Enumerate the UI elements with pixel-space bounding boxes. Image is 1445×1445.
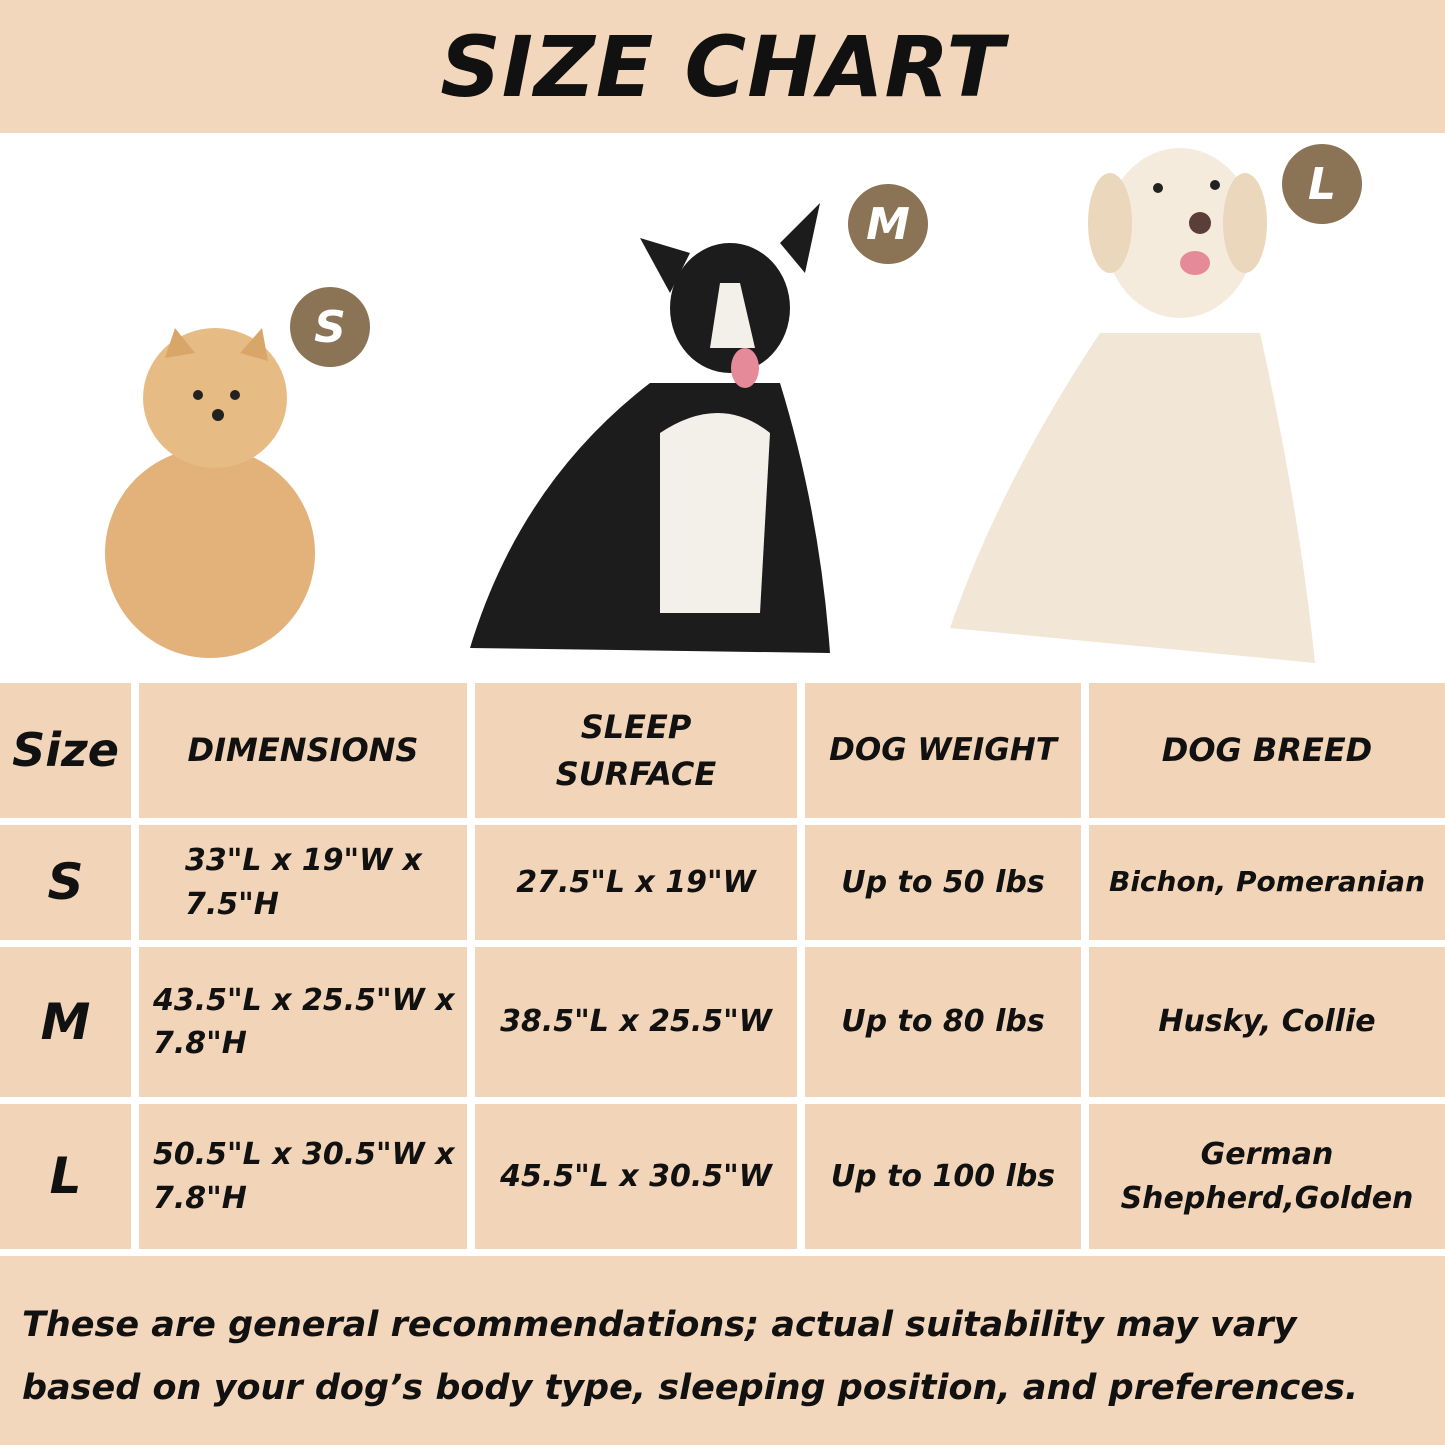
row-l-dimensions: 50.5"L x 30.5"W x 7.8"H — [139, 1104, 467, 1249]
header-sleep-surface: SLEEP SURFACE — [475, 683, 797, 818]
size-badge-s: S — [290, 287, 370, 367]
row-s-sleep-surface: 27.5"L x 19"W — [475, 825, 797, 940]
row-s-breed: Bichon, Pomeranian — [1089, 825, 1445, 940]
row-l-breed: German Shepherd,Golden — [1089, 1104, 1445, 1249]
row-l-sleep-surface: 45.5"L x 30.5"W — [475, 1104, 797, 1249]
page-title: SIZE CHART — [440, 17, 1005, 116]
row-m-breed: Husky, Collie — [1089, 947, 1445, 1097]
row-m-weight: Up to 80 lbs — [805, 947, 1081, 1097]
pomeranian-image — [105, 328, 315, 658]
row-s-dimensions: 33"L x 19"W x 7.5"H — [139, 825, 467, 940]
row-s-size: S — [0, 825, 131, 940]
collie-image — [470, 203, 830, 653]
row-m-dimensions: 43.5"L x 25.5"W x 7.8"H — [139, 947, 467, 1097]
row-m-size: M — [0, 947, 131, 1097]
golden-retriever-image — [950, 148, 1315, 663]
disclaimer-note: These are general recommendations; actua… — [0, 1256, 1445, 1445]
header-dog-weight: DOG WEIGHT — [805, 683, 1081, 818]
header-band: SIZE CHART — [0, 0, 1445, 133]
size-badge-m: M — [848, 184, 928, 264]
dog-photos: S M L — [0, 133, 1445, 683]
row-m-sleep-surface: 38.5"L x 25.5"W — [475, 947, 797, 1097]
header-dimensions: DIMENSIONS — [139, 683, 467, 818]
header-size: Size — [0, 683, 131, 818]
dog-illustrations — [105, 148, 1315, 663]
row-l-size: L — [0, 1104, 131, 1249]
row-s-weight: Up to 50 lbs — [805, 825, 1081, 940]
size-table: Size DIMENSIONS SLEEP SURFACE DOG WEIGHT… — [0, 683, 1445, 1249]
size-badge-l: L — [1282, 144, 1362, 224]
row-l-weight: Up to 100 lbs — [805, 1104, 1081, 1249]
header-dog-breed: DOG BREED — [1089, 683, 1445, 818]
